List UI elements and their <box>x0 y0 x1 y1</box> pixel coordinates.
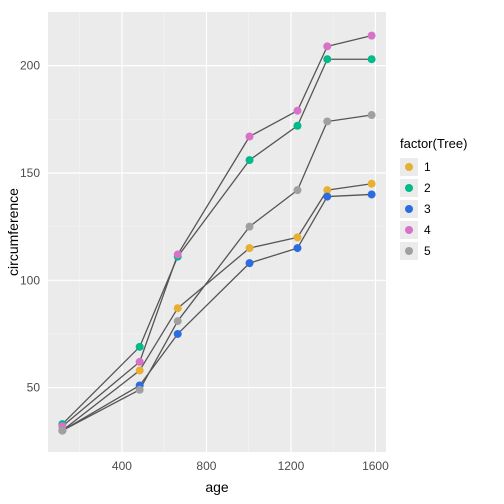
legend-key-point <box>405 163 413 171</box>
series-point-4 <box>246 132 254 140</box>
x-tick-label: 400 <box>112 459 132 473</box>
legend-label: 1 <box>424 160 431 174</box>
series-point-3 <box>368 190 376 198</box>
series-point-2 <box>368 55 376 63</box>
series-point-1 <box>293 233 301 241</box>
series-point-2 <box>293 122 301 130</box>
legend-label: 2 <box>424 181 431 195</box>
x-tick-label: 1200 <box>278 459 305 473</box>
series-point-2 <box>246 156 254 164</box>
series-point-1 <box>368 180 376 188</box>
legend-label: 3 <box>424 202 431 216</box>
series-point-3 <box>246 259 254 267</box>
series-point-5 <box>136 386 144 394</box>
legend-key-point <box>405 184 413 192</box>
series-point-4 <box>174 251 182 259</box>
x-axis-title: age <box>205 479 229 495</box>
x-tick-label: 800 <box>196 459 216 473</box>
y-tick-label: 50 <box>27 381 41 395</box>
series-point-5 <box>246 223 254 231</box>
x-tick-label: 1600 <box>362 459 389 473</box>
series-point-4 <box>323 42 331 50</box>
series-point-1 <box>136 366 144 374</box>
series-point-2 <box>136 343 144 351</box>
series-point-5 <box>368 111 376 119</box>
y-tick-label: 200 <box>20 59 40 73</box>
series-point-3 <box>323 193 331 201</box>
series-point-5 <box>174 317 182 325</box>
line-chart: 400 800 1200 1600 50 100 150 200 age circumferenc… <box>0 0 504 504</box>
series-point-4 <box>293 107 301 115</box>
series-point-4 <box>368 32 376 40</box>
y-tick-label: 150 <box>20 166 40 180</box>
series-point-1 <box>174 304 182 312</box>
legend-label: 5 <box>424 244 431 258</box>
series-point-5 <box>58 427 66 435</box>
legend-key-point <box>405 226 413 234</box>
series-point-5 <box>293 186 301 194</box>
legend-key-point <box>405 205 413 213</box>
series-point-1 <box>246 244 254 252</box>
legend-label: 4 <box>424 223 431 237</box>
series-point-4 <box>136 358 144 366</box>
series-point-3 <box>174 330 182 338</box>
y-tick-label: 100 <box>20 273 40 287</box>
legend-key-point <box>405 247 413 255</box>
plot-panel <box>48 12 386 452</box>
series-point-5 <box>323 117 331 125</box>
series-point-3 <box>293 244 301 252</box>
series-point-2 <box>323 55 331 63</box>
legend-title: factor(Tree) <box>400 136 467 151</box>
y-axis-title: circumference <box>5 188 21 276</box>
